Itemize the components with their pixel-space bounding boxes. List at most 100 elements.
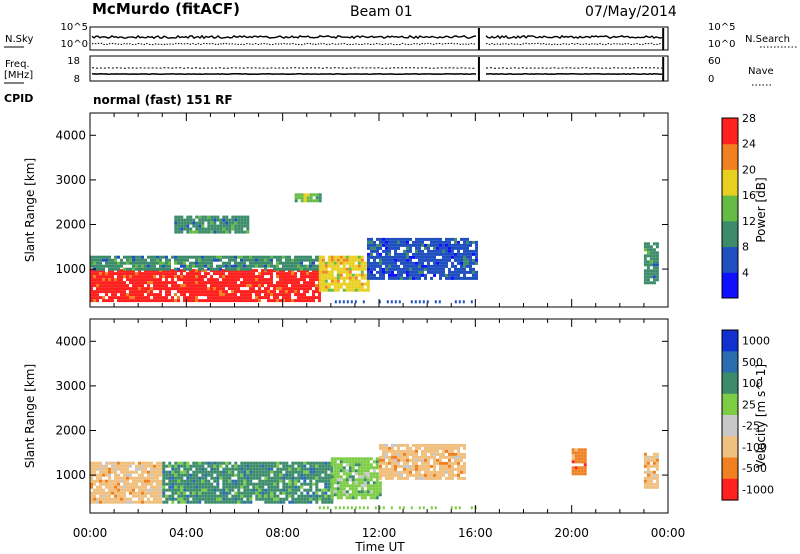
echo-cell <box>111 293 114 297</box>
echo-cell <box>397 276 400 280</box>
echo-cell <box>312 193 316 197</box>
echo-cell <box>240 272 243 276</box>
nsky-tick-lo: 10^0 <box>61 39 88 50</box>
freq-unit-label: [MHz] <box>4 70 33 81</box>
echo-cell <box>144 281 147 285</box>
echo-cell <box>418 246 421 250</box>
echo-cell <box>186 281 189 285</box>
echo-cell <box>237 488 241 492</box>
echo-cell <box>249 267 252 271</box>
echo-cell <box>108 491 111 495</box>
echo-cell <box>198 221 202 225</box>
echo-cell <box>195 269 198 273</box>
echo-cell <box>156 287 159 291</box>
echo-cell <box>324 261 328 265</box>
echo-cell <box>424 464 427 468</box>
echo-cell <box>96 467 99 471</box>
echo-cell <box>376 237 379 241</box>
echo-cell <box>183 467 187 471</box>
echo-cell <box>102 296 105 300</box>
echo-cell <box>228 482 232 486</box>
echo-cell <box>646 470 650 474</box>
echo-cell <box>267 284 270 288</box>
speckle-cell <box>362 506 365 510</box>
echo-cell <box>165 293 168 297</box>
echo-cell <box>246 264 249 268</box>
echo-cell <box>183 290 186 294</box>
echo-cell <box>147 284 150 288</box>
echo-cell <box>120 479 123 483</box>
echo-cell <box>297 264 300 268</box>
echo-cell <box>646 461 650 465</box>
echo-cell <box>385 252 388 256</box>
echo-cell <box>327 261 331 265</box>
echo-cell <box>279 278 282 282</box>
echo-cell <box>397 240 400 244</box>
echo-cell <box>324 470 328 474</box>
echo-cell <box>246 299 249 303</box>
echo-cell <box>213 287 216 291</box>
speckle-cell <box>454 300 457 304</box>
echo-cell <box>189 255 192 259</box>
echo-cell <box>388 249 391 253</box>
echo-cell <box>120 284 123 288</box>
echo-cell <box>183 267 186 271</box>
echo-cell <box>102 464 105 468</box>
echo-cell <box>454 458 457 462</box>
echo-region-6 <box>643 452 659 489</box>
echo-cell <box>276 464 280 468</box>
speckle-cell <box>454 506 457 510</box>
echo-cell <box>451 470 454 474</box>
echo-cell <box>249 488 253 492</box>
echo-cell <box>141 284 144 288</box>
echo-cell <box>583 451 587 455</box>
echo-cell <box>246 491 250 495</box>
echo-cell <box>379 246 382 250</box>
echo-cell <box>141 500 144 504</box>
echo-cell <box>114 290 117 294</box>
echo-cell <box>144 464 147 468</box>
echo-cell <box>270 261 273 265</box>
echo-cell <box>318 494 322 498</box>
echo-cell <box>397 476 400 480</box>
echo-cell <box>237 264 240 268</box>
echo-cell <box>225 221 229 225</box>
echo-cell <box>294 461 298 465</box>
echo-cell <box>195 476 199 480</box>
echo-cell <box>234 296 237 300</box>
echo-cell <box>144 467 147 471</box>
echo-cell <box>321 258 325 262</box>
echo-cell <box>466 264 469 268</box>
echo-cell <box>171 500 175 504</box>
echo-cell <box>382 273 385 277</box>
echo-cell <box>171 479 175 483</box>
echo-cell <box>445 455 448 459</box>
echo-cell <box>388 276 391 280</box>
echo-cell <box>376 249 379 253</box>
echo-cell <box>294 255 297 259</box>
echo-cell <box>652 269 656 273</box>
echo-cell <box>120 278 123 282</box>
echo-cell <box>132 494 135 498</box>
nave-tick-lo: 0 <box>708 74 714 85</box>
echo-cell <box>246 494 250 498</box>
colorbar-segment <box>722 457 738 480</box>
colorbar-tick-label: 4 <box>742 266 749 279</box>
echo-cell <box>285 275 288 279</box>
echo-cell <box>93 278 96 282</box>
echo-cell <box>270 290 273 294</box>
echo-cell <box>180 255 183 259</box>
echo-cell <box>213 278 216 282</box>
echo-cell <box>249 476 253 480</box>
echo-cell <box>360 490 364 494</box>
echo-cell <box>141 287 144 291</box>
echo-cell <box>339 282 343 286</box>
echo-cell <box>189 293 192 297</box>
echo-cell <box>291 482 295 486</box>
echo-cell <box>448 476 451 480</box>
echo-cell <box>360 493 364 497</box>
echo-cell <box>436 449 439 453</box>
echo-cell <box>391 276 394 280</box>
echo-cell <box>457 476 460 480</box>
echo-cell <box>382 470 385 474</box>
